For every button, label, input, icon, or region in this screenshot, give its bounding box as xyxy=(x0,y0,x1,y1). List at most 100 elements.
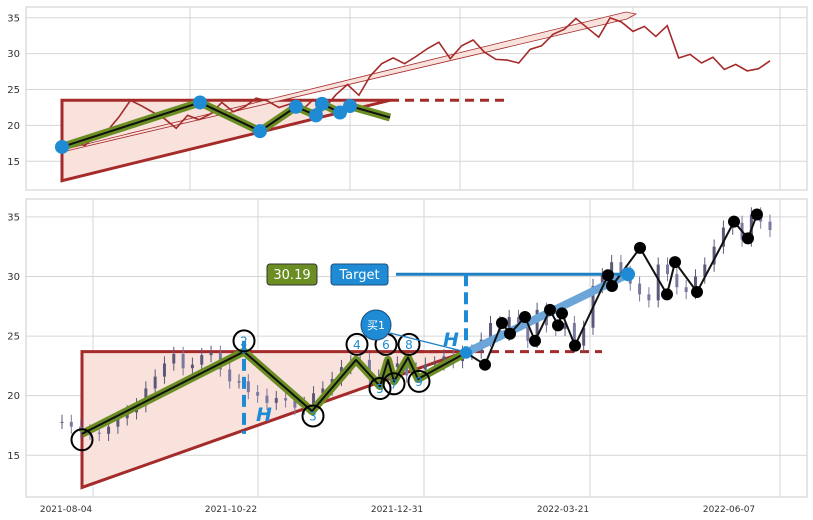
detail-price-bar-body xyxy=(274,398,278,403)
detail-price-bar-body xyxy=(423,364,427,370)
detail-swing-marker xyxy=(634,241,646,254)
buy-signal-label: 买1 xyxy=(367,319,385,332)
detail-price-bar-body xyxy=(395,363,399,368)
detail-price-bar-body xyxy=(638,283,642,295)
detail-price-bar-body xyxy=(684,287,688,292)
detail-price-bar-body xyxy=(433,363,437,365)
detail-price-bar-body xyxy=(600,275,604,287)
target-label: Target xyxy=(338,268,379,283)
detail-price-bar-body xyxy=(582,327,586,346)
detail-price-bar-body xyxy=(69,421,73,427)
detail-swing-marker xyxy=(691,285,703,298)
detail-pattern-line xyxy=(81,350,467,435)
pattern-node-circle xyxy=(70,428,94,452)
detail-price-bar-body xyxy=(265,395,269,403)
detail-swing-marker xyxy=(479,358,491,371)
buy-signal-leader xyxy=(389,332,467,353)
overview-price-line xyxy=(61,16,771,148)
detail-price-bar-body xyxy=(312,393,316,405)
detail-price-bar-body xyxy=(712,246,716,265)
overview-panel: 15 20 25 30 35 xyxy=(7,6,808,191)
target-value-label: 30.19 xyxy=(273,268,310,283)
detail-price-bar-body xyxy=(656,264,660,301)
detail-price-bar-body xyxy=(107,426,111,434)
overview-pattern-markers xyxy=(55,95,357,154)
detail-price-bar-body xyxy=(647,294,651,301)
overview-pattern-marker xyxy=(333,105,347,120)
detail-pattern-nodes: 2 3 4 5 6 7 8 9 xyxy=(70,329,431,452)
pattern-node-circle xyxy=(397,332,421,356)
overview-pattern-marker xyxy=(309,108,323,123)
pattern-node-label: 3 xyxy=(309,409,317,423)
overview-y-tick-label: 20 xyxy=(7,121,20,132)
buy-point-marker xyxy=(460,346,472,359)
detail-swing-marker xyxy=(602,269,614,282)
detail-price-bar-body xyxy=(405,363,409,376)
detail-price-bar-body xyxy=(507,317,511,334)
detail-price-bar-body xyxy=(666,264,670,275)
pattern-node-circle xyxy=(407,369,431,393)
overview-pattern-marker xyxy=(343,99,357,114)
overview-y-tick-label: 15 xyxy=(7,157,20,168)
overview-y-tick-label: 25 xyxy=(7,85,20,96)
pattern-node-label: 5 xyxy=(376,382,384,396)
detail-y-tick-label: 35 xyxy=(7,212,20,223)
pattern-node-circle xyxy=(345,332,369,356)
pattern-node-label: 7 xyxy=(390,377,398,391)
detail-price-bar-body xyxy=(675,274,679,288)
detail-price-bar-body xyxy=(768,221,772,230)
pattern-node-label: 2 xyxy=(240,334,248,348)
detail-swing-marker xyxy=(529,334,541,347)
detail-swing-marker xyxy=(519,311,531,324)
detail-price-bar-body xyxy=(144,388,148,406)
detail-swing-marker xyxy=(544,303,556,316)
detail-price-bar-body xyxy=(256,392,260,396)
target-point-marker xyxy=(621,267,635,282)
detail-price-bar-body xyxy=(516,317,520,323)
detail-price-bar-body xyxy=(237,381,241,383)
overview-y-tick-label: 35 xyxy=(7,13,20,24)
height-label-left: H xyxy=(256,404,272,426)
detail-x-tick-label: 2021-08-04 xyxy=(40,505,93,515)
detail-price-bar-body xyxy=(172,353,176,364)
overview-pattern-marker xyxy=(55,139,69,154)
detail-price-bar-body xyxy=(442,356,446,364)
target-value-box: 30.19 xyxy=(266,263,318,286)
detail-price-bar-body xyxy=(535,309,539,341)
detail-x-tick-label: 2022-03-21 xyxy=(537,505,589,515)
detail-price-bar-body xyxy=(572,322,576,346)
detail-swing-marker xyxy=(661,288,673,301)
detail-y-tick-labels: 15 20 25 30 35 xyxy=(7,212,20,461)
target-label-box: Target xyxy=(330,263,389,286)
detail-y-tick-label: 15 xyxy=(7,451,20,462)
overview-pattern-marker xyxy=(289,99,303,114)
pattern-node-circle xyxy=(382,372,406,396)
pattern-node-label: 6 xyxy=(382,338,390,352)
detail-swing-marker xyxy=(569,339,581,352)
detail-price-bar-body xyxy=(190,364,194,369)
detail-price-bar-body xyxy=(181,353,185,369)
detail-price-bar-body xyxy=(228,369,232,382)
detail-price-bar-body xyxy=(703,264,707,277)
pattern-node-circle xyxy=(368,377,392,401)
pattern-node-label: 8 xyxy=(405,338,413,352)
detail-price-bar-body xyxy=(693,276,697,292)
detail-y-tick-label: 20 xyxy=(7,391,20,402)
detail-swing-marker xyxy=(552,319,564,332)
detail-price-bar-body xyxy=(610,262,614,276)
detail-price-bar-body xyxy=(60,421,64,423)
detail-price-bar-body xyxy=(209,352,213,356)
height-label-right: H xyxy=(443,329,459,351)
detail-price-bar-body xyxy=(162,363,166,377)
detail-price-bar-body xyxy=(246,381,250,393)
overview-y-tick-label: 30 xyxy=(7,49,20,60)
pattern-node-label: 4 xyxy=(353,338,361,352)
detail-price-bar-body xyxy=(526,322,530,341)
detail-price-bar-body xyxy=(321,388,325,394)
pattern-node-circle xyxy=(301,404,325,428)
detail-y-tick-label: 25 xyxy=(7,332,20,343)
overview-y-tick-labels: 15 20 25 30 35 xyxy=(7,13,20,168)
detail-price-bar-body xyxy=(200,355,204,365)
detail-price-bar-body xyxy=(563,322,567,329)
